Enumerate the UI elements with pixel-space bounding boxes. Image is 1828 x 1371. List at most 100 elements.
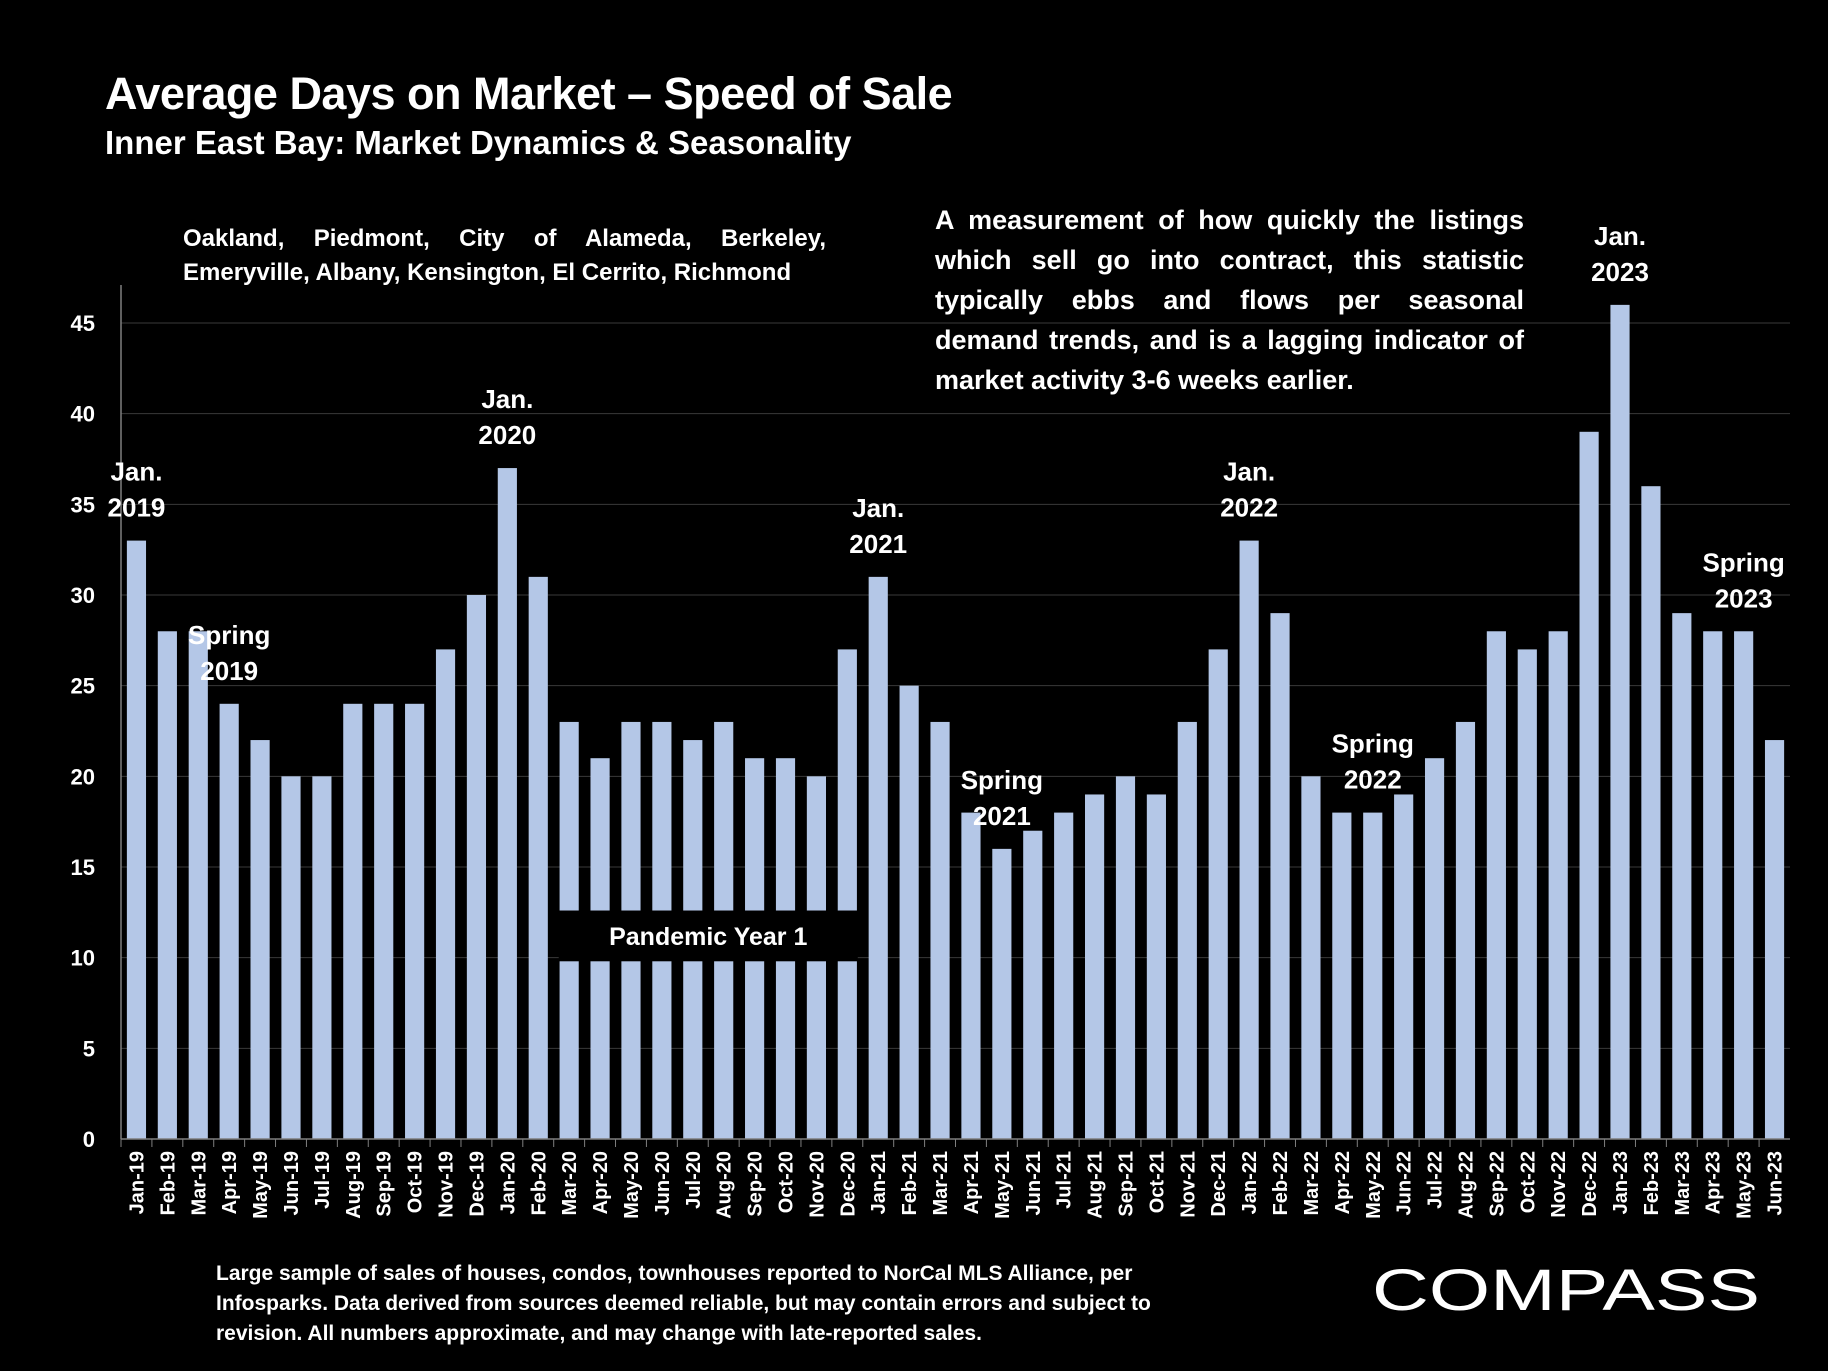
y-tick-label: 40 (71, 402, 95, 427)
annotation-label: 2023 (1715, 583, 1773, 613)
x-tick-label: Jan-19 (126, 1151, 148, 1214)
x-tick-label: Apr-20 (590, 1151, 612, 1214)
annotations: Jan. 2019 Spring 2019 Jan. 2020 Jan. 2021 Spring… (108, 221, 1785, 962)
annotation-label: Spring (1332, 729, 1414, 759)
x-tick-label: Mar-19 (188, 1151, 210, 1215)
x-tick-label: Jan-21 (868, 1151, 890, 1214)
bar (281, 776, 301, 1139)
bar (528, 576, 548, 1139)
x-tick-label: Aug-20 (714, 1151, 736, 1219)
bar (343, 703, 363, 1139)
x-tick-label: Jul-22 (1425, 1151, 1447, 1209)
grid-lines (121, 322, 1790, 1049)
bar (1641, 486, 1661, 1139)
cities-note: Oakland, Piedmont, City of Alameda, Berk… (183, 225, 826, 286)
bar (1548, 631, 1568, 1139)
y-tick-label: 10 (71, 946, 95, 971)
bar (1486, 631, 1506, 1139)
x-tick-label: Nov-19 (436, 1151, 458, 1218)
y-tick-label: 45 (71, 311, 95, 336)
x-tick-label: Nov-22 (1548, 1151, 1570, 1218)
annotation-label: Jan. (481, 384, 533, 414)
bar (1363, 812, 1383, 1139)
bar (837, 649, 857, 1139)
x-tick-label: Dec-19 (466, 1151, 488, 1217)
compass-logo: COMPASS (1372, 1258, 1760, 1318)
page-subtitle: Inner East Bay: Market Dynamics & Season… (105, 124, 852, 161)
annotation-label: Spring (188, 620, 270, 650)
x-tick-label: Sep-20 (745, 1151, 767, 1217)
x-tick-label: Jan-20 (497, 1151, 519, 1214)
annotation-label: Spring (1702, 547, 1784, 577)
x-tick-label: Mar-21 (930, 1151, 952, 1215)
x-tick-label: Aug-21 (1085, 1151, 1107, 1219)
bar (1672, 613, 1692, 1139)
x-tick-label: Nov-20 (806, 1151, 828, 1218)
bar (992, 848, 1012, 1139)
x-tick-label: Jan-22 (1239, 1151, 1261, 1214)
x-tick-label: May-22 (1363, 1151, 1385, 1219)
annotation-label: Spring (961, 765, 1043, 795)
annotation-label: Jan. (852, 493, 904, 523)
x-tick-label: Feb-22 (1270, 1151, 1292, 1215)
x-tick-label: Aug-19 (343, 1151, 365, 1219)
page-title: Average Days on Market – Speed of Sale (105, 68, 953, 119)
bar (405, 703, 425, 1139)
x-tick-label: Jul-20 (683, 1151, 705, 1209)
annotation-label: 2021 (849, 529, 907, 559)
bar (1208, 649, 1228, 1139)
bar (466, 595, 487, 1139)
x-tick-label: Oct-21 (1146, 1151, 1168, 1213)
x-tick-label: Apr-19 (219, 1151, 241, 1214)
bar (188, 631, 208, 1139)
bar (374, 703, 394, 1139)
annotation-label: 2023 (1591, 257, 1649, 287)
x-tick-label: May-21 (992, 1151, 1014, 1219)
bar (1054, 812, 1074, 1139)
period-label-box (558, 910, 858, 962)
bar (219, 703, 239, 1139)
x-tick-label: May-19 (250, 1151, 272, 1219)
x-tick-label: Jan-23 (1610, 1151, 1632, 1214)
bar (1023, 830, 1043, 1139)
bar (899, 685, 919, 1139)
x-tick-label: Oct-22 (1517, 1151, 1539, 1213)
period-label: Pandemic Year 1 (609, 923, 807, 951)
x-tick-label: Apr-22 (1332, 1151, 1354, 1214)
bar (1332, 812, 1352, 1139)
bar (1085, 794, 1105, 1139)
footnote: Large sample of sales of houses, condos,… (216, 1262, 1151, 1345)
y-tick-label: 5 (83, 1036, 95, 1061)
x-tick-label: Dec-22 (1579, 1151, 1601, 1217)
x-tick-label: Jul-19 (312, 1151, 334, 1209)
bar (1301, 776, 1321, 1139)
bar (961, 812, 981, 1139)
bar (1764, 740, 1785, 1139)
bar (1579, 431, 1599, 1139)
x-tick-label: Oct-19 (405, 1151, 427, 1213)
x-tick-label: Sep-21 (1115, 1151, 1137, 1217)
bar (1734, 631, 1754, 1139)
x-tick-label: May-20 (621, 1151, 643, 1219)
x-tick-label: Aug-22 (1455, 1151, 1477, 1219)
bar (1115, 776, 1136, 1139)
annotation-label: Jan. (1223, 457, 1275, 487)
annotation-label: 2021 (973, 801, 1031, 831)
bar (1270, 613, 1290, 1139)
bar (1177, 721, 1197, 1139)
description-note: A measurement of how quickly the listing… (935, 205, 1524, 395)
bar (1146, 794, 1166, 1139)
compass-logo-text: COMPASS (1372, 1258, 1760, 1318)
x-tick-label: Mar-22 (1301, 1151, 1323, 1215)
bar (1703, 631, 1723, 1139)
x-tick-label: Feb-23 (1641, 1151, 1663, 1215)
bar (930, 721, 950, 1139)
annotation-label: Jan. (1594, 221, 1646, 251)
x-tick-label: Jun-19 (281, 1151, 303, 1215)
bar (1517, 649, 1537, 1139)
bar (1610, 304, 1630, 1139)
y-tick-label: 15 (71, 855, 95, 880)
x-tick-label: Dec-21 (1208, 1151, 1230, 1217)
bar (1424, 758, 1445, 1139)
